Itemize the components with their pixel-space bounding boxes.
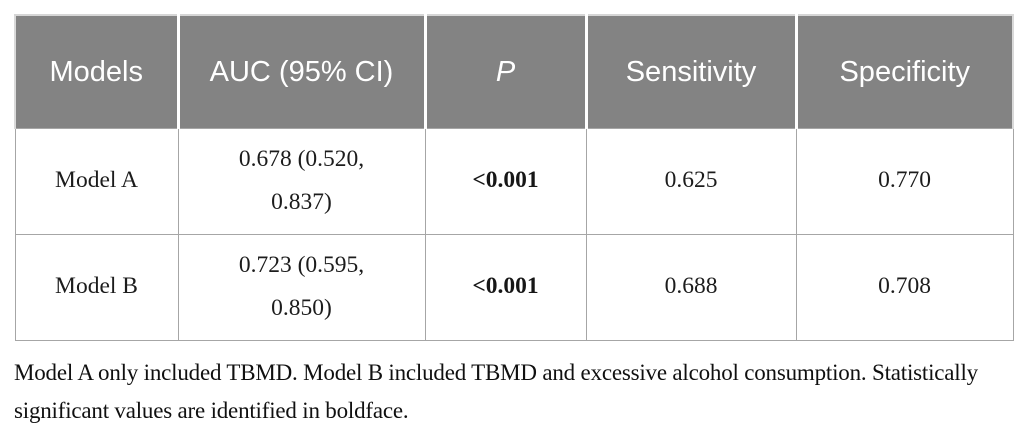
header-specificity: Specificity [794,14,1014,129]
cell-p-value: <0.001 [424,233,587,341]
header-models: Models [14,14,178,129]
cell-p-value: <0.001 [424,127,587,235]
table-footnote: Model A only included TBMD. Model B incl… [14,359,978,423]
header-row: Models AUC (95% CI) P Sensitivity Specif… [14,14,1014,129]
auc-ci-value: 0.678 (0.520, 0.837) [238,145,365,215]
cell-auc-ci: 0.723 (0.595, 0.850) [177,233,426,341]
cell-model-name: Model B [14,233,179,341]
model-performance-table: Models AUC (95% CI) P Sensitivity Specif… [14,14,1014,341]
table-row-model-b: Model B 0.723 (0.595, 0.850) <0.001 0.68… [14,233,1014,341]
header-auc-ci: AUC (95% CI) [176,14,425,129]
cell-sensitivity: 0.688 [585,233,797,341]
table-body: Model A 0.678 (0.520, 0.837) <0.001 0.62… [14,127,1014,341]
cell-sensitivity: 0.625 [585,127,797,235]
header-sensitivity: Sensitivity [584,14,796,129]
cell-model-name: Model A [14,127,179,235]
table-header: Models AUC (95% CI) P Sensitivity Specif… [14,14,1014,129]
header-p-value: P [423,14,586,129]
cell-specificity: 0.708 [795,233,1014,341]
auc-ci-value: 0.723 (0.595, 0.850) [238,251,365,321]
table-row-model-a: Model A 0.678 (0.520, 0.837) <0.001 0.62… [14,127,1014,235]
cell-auc-ci: 0.678 (0.520, 0.837) [177,127,426,235]
cell-specificity: 0.770 [795,127,1014,235]
